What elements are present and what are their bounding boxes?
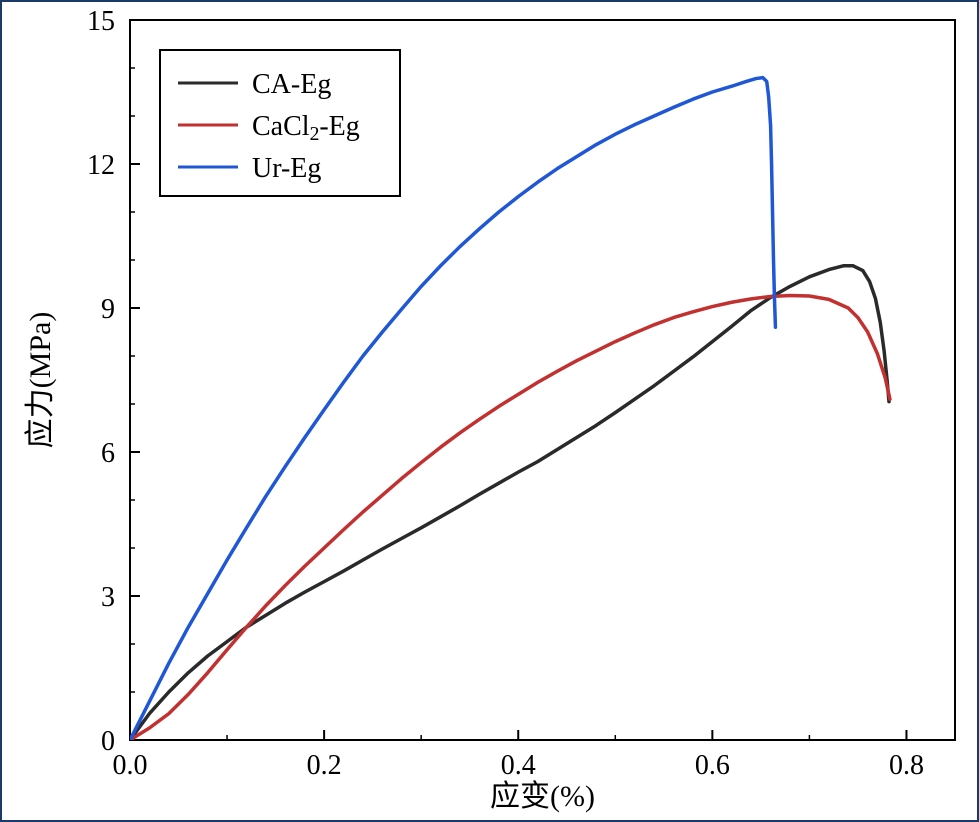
x-tick-label: 0.6 — [695, 750, 730, 781]
x-tick-label: 0.2 — [307, 750, 342, 781]
y-tick-label: 0 — [101, 726, 115, 757]
y-tick-label: 3 — [101, 582, 115, 613]
x-axis-label: 应变(%) — [490, 780, 595, 813]
chart-svg: 0.0 0.2 0.4 0.6 0.8 0 3 6 9 12 15 应变(%) 应力(MPa) CA-Eg… — [0, 0, 979, 822]
legend: CA-Eg CaCl2-Eg Ur-Eg — [160, 50, 400, 196]
y-tick-label: 9 — [101, 294, 115, 325]
y-tick-label: 12 — [87, 150, 115, 181]
y-tick-label: 6 — [101, 438, 115, 469]
x-tick-label: 0.4 — [501, 750, 536, 781]
stress-strain-chart: 0.0 0.2 0.4 0.6 0.8 0 3 6 9 12 15 应变(%) 应力(MPa) CA-Eg… — [0, 0, 979, 822]
y-tick-label: 15 — [87, 6, 115, 37]
y-axis-label: 应力(MPa) — [24, 312, 57, 449]
legend-label: CaCl2-Eg — [252, 111, 360, 145]
legend-label: CA-Eg — [252, 69, 331, 100]
x-tick-label: 0.0 — [113, 750, 148, 781]
x-tick-label: 0.8 — [889, 750, 924, 781]
legend-label: Ur-Eg — [252, 153, 321, 184]
